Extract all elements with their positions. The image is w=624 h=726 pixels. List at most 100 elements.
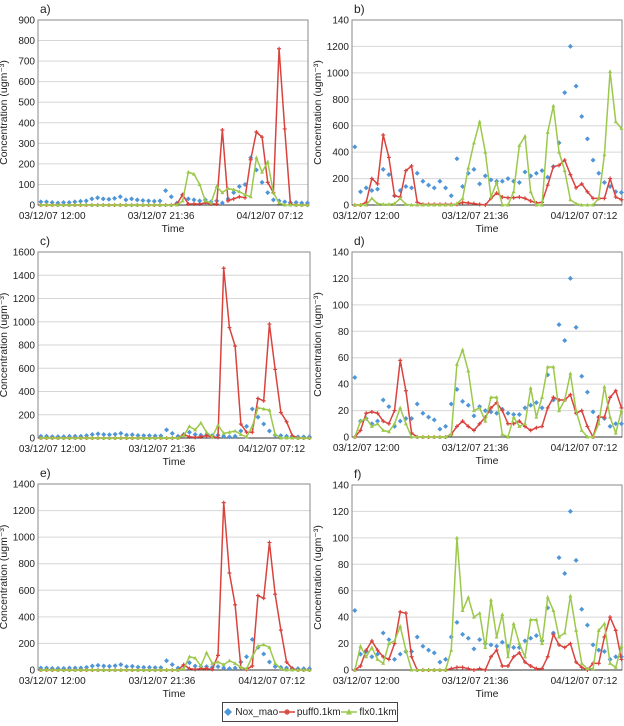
data-point <box>471 166 477 172</box>
data-point <box>364 654 369 659</box>
panel-label: a) <box>40 2 51 16</box>
data-point <box>140 202 145 207</box>
data-point <box>158 435 163 440</box>
data-point <box>454 201 459 206</box>
data-point <box>220 127 225 132</box>
data-point <box>551 103 556 108</box>
data-point <box>244 654 250 660</box>
data-point <box>113 435 118 440</box>
data-point <box>483 418 488 423</box>
data-point <box>516 412 522 418</box>
data-point <box>517 641 522 646</box>
data-point <box>397 651 403 657</box>
data-point <box>278 628 283 633</box>
data-point <box>284 435 289 440</box>
data-point <box>117 194 123 200</box>
data-point <box>380 630 386 636</box>
data-point <box>482 408 488 414</box>
x-tick-label: 03/12/07 12:00 <box>333 443 400 454</box>
data-point <box>602 415 607 420</box>
data-point <box>238 432 243 437</box>
data-point <box>403 184 409 189</box>
data-point <box>483 203 488 207</box>
data-point <box>73 667 78 672</box>
data-point <box>141 667 146 672</box>
data-point <box>61 202 66 207</box>
data-point <box>398 358 403 363</box>
panel-label: c) <box>40 234 50 248</box>
data-point <box>169 202 174 207</box>
data-point <box>282 202 287 207</box>
data-point <box>210 667 215 672</box>
data-point <box>375 186 381 192</box>
data-point <box>488 642 494 648</box>
data-point <box>106 432 112 438</box>
series-Nox_mao <box>38 636 312 672</box>
data-point <box>567 508 573 514</box>
data-point <box>55 202 60 207</box>
data-point <box>238 428 244 434</box>
legend: Nox_mao puff0.1km flx0.1km <box>222 702 398 722</box>
data-point <box>545 130 550 134</box>
data-point <box>113 667 118 672</box>
data-point <box>608 395 613 400</box>
data-point <box>465 402 471 408</box>
data-point <box>557 642 562 647</box>
data-point <box>522 169 528 175</box>
data-point <box>273 432 278 437</box>
y-tick-label: 400 <box>18 387 35 398</box>
data-point <box>227 571 232 576</box>
data-point <box>471 668 476 672</box>
data-point <box>231 187 236 192</box>
panel-label: f) <box>354 467 361 481</box>
data-point <box>460 196 465 200</box>
data-point <box>381 202 386 206</box>
data-point <box>112 431 118 437</box>
data-point <box>460 398 466 404</box>
data-point <box>511 414 516 419</box>
data-point <box>89 202 94 207</box>
data-point <box>534 666 539 671</box>
data-point <box>540 641 545 646</box>
data-point <box>290 435 295 440</box>
data-point <box>204 429 209 434</box>
data-point <box>409 654 414 659</box>
y-tick-label: 140 <box>332 248 349 259</box>
data-point <box>488 654 493 659</box>
data-point <box>392 421 397 426</box>
y-tick-label: 400 <box>18 118 35 129</box>
data-point <box>522 638 528 644</box>
data-point <box>545 174 551 180</box>
data-point <box>528 617 533 622</box>
data-point <box>426 414 432 420</box>
data-point <box>129 202 134 207</box>
data-point <box>176 667 180 672</box>
data-point <box>398 624 403 628</box>
data-point <box>169 430 175 436</box>
data-point <box>557 634 562 639</box>
y-axis-title: Concentration (ugm⁻³) <box>0 293 10 398</box>
data-point <box>38 667 43 672</box>
data-point <box>124 432 130 438</box>
data-point <box>147 667 152 672</box>
y-tick-label: 0 <box>343 433 349 444</box>
data-point <box>147 435 152 440</box>
y-tick-label: 120 <box>332 507 349 518</box>
data-point <box>523 196 528 201</box>
data-point <box>204 666 209 671</box>
x-tick-label: 04/12/07 07:12 <box>238 444 305 455</box>
data-point <box>409 185 415 191</box>
y-tick-label: 1200 <box>13 506 36 517</box>
data-point <box>358 202 363 207</box>
data-point <box>590 157 596 163</box>
data-point <box>123 197 129 203</box>
legend-label: puff0.1km <box>296 706 341 718</box>
data-point <box>169 662 175 668</box>
x-tick-label: 03/12/07 12:00 <box>333 676 400 687</box>
data-point <box>301 435 306 440</box>
data-point <box>375 418 381 424</box>
data-point <box>443 667 448 672</box>
data-point <box>381 428 386 432</box>
y-tick-label: 200 <box>18 410 35 421</box>
x-tick-label: 04/12/07 07:12 <box>238 676 305 687</box>
